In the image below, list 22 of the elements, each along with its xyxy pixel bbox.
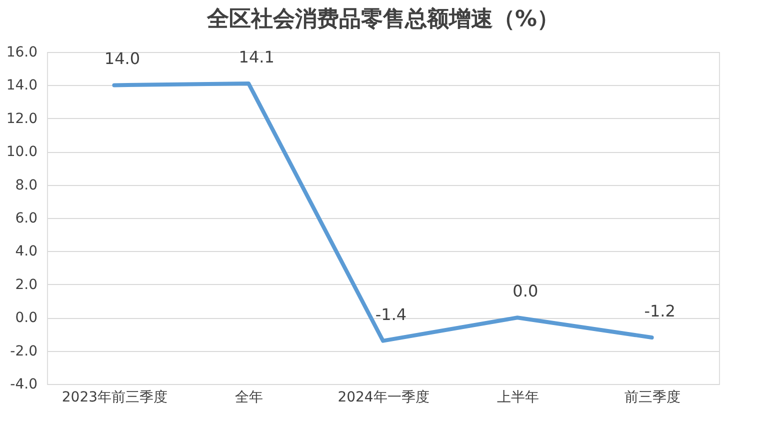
y-tick-label: -2.0: [10, 343, 38, 360]
y-tick-label: 12.0: [6, 110, 38, 127]
data-label: -1.2: [644, 302, 676, 321]
x-tick-label: 全年: [235, 390, 264, 406]
y-tick-label: 14.0: [6, 78, 38, 94]
y-tick-label: 4.0: [15, 244, 38, 260]
y-tick-label: -4.0: [10, 376, 38, 392]
y-tick-label: 6.0: [15, 210, 38, 226]
data-label: 0.0: [512, 282, 538, 301]
chart-title: 全区社会消费品零售总额增速（%）: [206, 6, 560, 32]
y-tick-label: 2.0: [15, 276, 38, 293]
y-tick-label: 0.0: [15, 310, 38, 326]
x-tick-label: 2024年一季度: [338, 390, 430, 406]
x-tick-label: 上半年: [496, 390, 539, 406]
data-label: 14.0: [104, 49, 140, 68]
y-tick-label: 10.0: [6, 144, 38, 160]
x-tick-label: 2023年前三季度: [62, 390, 168, 406]
data-label: 14.1: [238, 48, 274, 67]
x-tick-label: 前三季度: [624, 390, 680, 406]
y-tick-label: 16.0: [6, 44, 38, 60]
data-label: -1.4: [375, 304, 407, 324]
y-tick-label: 8.0: [15, 177, 38, 194]
